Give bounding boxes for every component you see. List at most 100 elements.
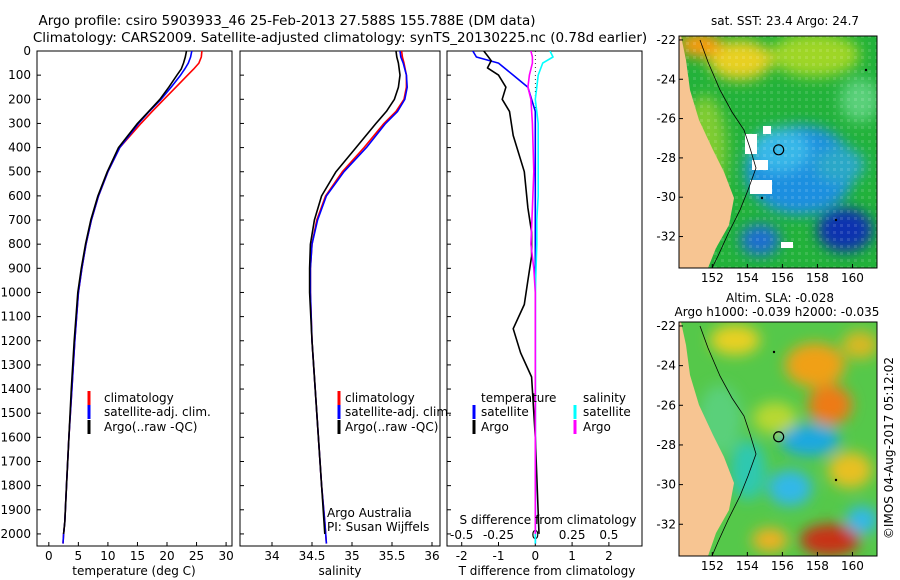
lat-tick-label: -32 xyxy=(656,230,676,244)
series-line-salinity-2 xyxy=(308,51,401,534)
legend-label-satellite-adj: satellite-adj. clim. xyxy=(345,405,452,419)
depth-tick-label: 300 xyxy=(8,116,31,130)
s-diff-tick-label: -0.5 xyxy=(450,528,473,542)
depth-tick-label: 1300 xyxy=(0,358,31,372)
series-line-difference-3 xyxy=(527,51,537,534)
sst-island-dot xyxy=(864,68,868,72)
depth-tick-label: 600 xyxy=(8,189,31,203)
figure-title-line1: Argo profile: csiro 5903933_46 25-Feb-20… xyxy=(39,13,536,29)
sst-missing-data xyxy=(763,126,771,134)
x-tick-label: -2 xyxy=(456,549,468,563)
sla-map-ticks: -22 -24 -26 -28 -30 -32 152 154 156 158 160 xyxy=(656,319,864,573)
salinity-legend: climatology satellite-adj. clim. Argo(..… xyxy=(337,391,452,434)
temperature-legend: climatology satellite-adj. clim. Argo(..… xyxy=(87,391,211,434)
s-difference-axis-label: S difference from climatology xyxy=(460,513,637,527)
lon-tick-label: 156 xyxy=(771,559,794,573)
legend-label-satellite-adj: satellite-adj. clim. xyxy=(104,405,211,419)
difference-panel-frame xyxy=(446,50,643,547)
lat-tick-label: -24 xyxy=(656,72,676,86)
lat-tick-label: -24 xyxy=(656,359,676,373)
profile-axes: 0100200300400500600700800900100011001200… xyxy=(0,44,618,563)
legend-heading-salinity: salinity xyxy=(583,391,626,405)
temperature-panel-frame xyxy=(36,50,233,547)
sst-map-ticks: -22 -24 -26 -28 -30 -32 152 154 156 158 160 xyxy=(656,33,864,285)
legend-label-temp-argo: Argo xyxy=(481,420,509,434)
sla-island-dot xyxy=(834,478,838,482)
sla-map xyxy=(679,322,877,556)
difference-legend: temperature salinity satellite Argo sate… xyxy=(472,391,631,434)
x-tick-label: 34 xyxy=(264,549,279,563)
series-line-difference-2 xyxy=(534,51,554,544)
legend-label-sal-satellite: satellite xyxy=(583,405,631,419)
x-tick-label: 5 xyxy=(75,549,83,563)
lon-tick-label: 152 xyxy=(701,559,724,573)
lat-tick-label: -28 xyxy=(656,151,676,165)
depth-tick-label: 1700 xyxy=(0,454,31,468)
salinity-axis-label: salinity xyxy=(318,564,361,578)
legend-label-sal-argo: Argo xyxy=(583,420,611,434)
sst-map-title: sat. SST: 23.4 Argo: 24.7 xyxy=(711,14,859,28)
x-tick-label: 1 xyxy=(568,549,576,563)
depth-tick-label: 800 xyxy=(8,237,31,251)
depth-tick-label: 0 xyxy=(23,44,31,58)
lon-tick-label: 154 xyxy=(736,271,759,285)
legend-label-climatology: climatology xyxy=(345,391,415,405)
lat-tick-label: -32 xyxy=(656,517,676,531)
lat-tick-label: -30 xyxy=(656,190,676,204)
s-diff-tick-label: 0.25 xyxy=(559,528,586,542)
sst-map-frame xyxy=(678,35,878,269)
sla-land xyxy=(679,322,734,556)
x-tick-label: 34.5 xyxy=(299,549,326,563)
series-line-temperature-1 xyxy=(62,51,193,544)
depth-tick-label: 500 xyxy=(8,165,31,179)
sla-isobath xyxy=(699,325,757,556)
depth-tick-label: 1000 xyxy=(0,285,31,299)
legend-label-argo: Argo(..raw -QC) xyxy=(345,420,438,434)
x-tick-label: 10 xyxy=(100,549,115,563)
lat-tick-label: -22 xyxy=(656,319,676,333)
sst-map xyxy=(679,36,877,268)
depth-tick-label: 2000 xyxy=(0,527,31,541)
x-tick-label: 0 xyxy=(45,549,53,563)
salinity-panel-frame xyxy=(239,50,441,547)
x-tick-label: 35 xyxy=(344,549,359,563)
sst-missing-data xyxy=(745,134,757,154)
sla-map-title1: Altim. SLA: -0.028 xyxy=(726,291,834,305)
series-line-difference-1 xyxy=(483,51,540,534)
depth-tick-label: 200 xyxy=(8,92,31,106)
depth-tick-label: 1600 xyxy=(0,430,31,444)
x-tick-label: -1 xyxy=(493,549,505,563)
credit-org: Argo Australia xyxy=(327,506,412,520)
lon-tick-label: 154 xyxy=(736,559,759,573)
depth-tick-label: 400 xyxy=(8,141,31,155)
depth-tick-label: 900 xyxy=(8,261,31,275)
lat-tick-label: -26 xyxy=(656,112,676,126)
lon-tick-label: 160 xyxy=(841,271,864,285)
sst-missing-data xyxy=(752,160,768,170)
series-line-temperature-0 xyxy=(62,51,203,544)
sst-island-dot xyxy=(760,196,764,200)
x-tick-label: 15 xyxy=(130,549,145,563)
lat-tick-label: -30 xyxy=(656,478,676,492)
sst-land xyxy=(679,36,734,268)
temperature-axis-label: temperature (deg C) xyxy=(72,564,195,578)
depth-tick-label: 1200 xyxy=(0,334,31,348)
x-tick-label: 2 xyxy=(605,549,613,563)
depth-tick-label: 1400 xyxy=(0,382,31,396)
depth-tick-label: 1900 xyxy=(0,503,31,517)
credit-pi: PI: Susan Wijffels xyxy=(327,520,429,534)
series-line-salinity-1 xyxy=(309,51,409,544)
sst-isobath xyxy=(699,39,757,268)
sla-field xyxy=(698,325,877,556)
legend-label-temp-satellite: satellite xyxy=(481,405,529,419)
sla-map-title2: Argo h1000: -0.039 h2000: -0.035 xyxy=(675,305,880,319)
legend-heading-temperature: temperature xyxy=(481,391,556,405)
series-line-salinity-0 xyxy=(309,51,408,544)
legend-label-argo: Argo(..raw -QC) xyxy=(104,420,197,434)
x-tick-label: 20 xyxy=(159,549,174,563)
depth-tick-label: 1500 xyxy=(0,406,31,420)
s-diff-tick-label: 0.5 xyxy=(599,528,618,542)
x-tick-label: 35.5 xyxy=(379,549,406,563)
x-tick-label: 25 xyxy=(189,549,204,563)
